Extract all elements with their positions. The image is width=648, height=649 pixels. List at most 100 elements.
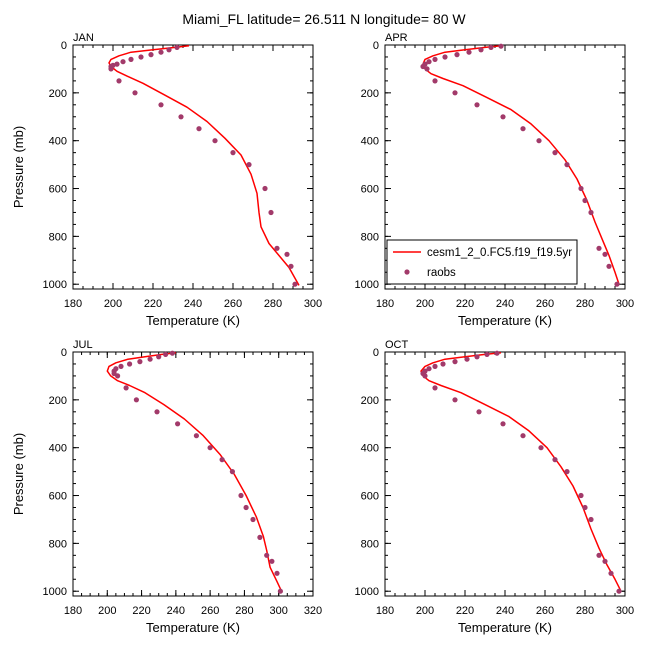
- panel-label: OCT: [385, 339, 409, 351]
- raobs-point: [432, 385, 438, 391]
- raobs-point: [478, 47, 484, 53]
- raobs-point: [127, 361, 133, 367]
- raobs-point: [426, 59, 432, 65]
- raobs-point: [196, 126, 202, 132]
- raobs-point: [474, 102, 480, 108]
- raobs-point: [494, 350, 500, 356]
- panel-label: JAN: [73, 32, 94, 44]
- y-tick-label: 0: [373, 347, 379, 359]
- raobs-point: [257, 534, 263, 541]
- x-tick-label: 240: [167, 605, 185, 617]
- y-tick-label: 800: [49, 538, 67, 550]
- raobs-point: [464, 356, 470, 362]
- raobs-point: [175, 421, 181, 427]
- raobs-point: [212, 138, 218, 144]
- x-tick-label: 240: [496, 605, 514, 617]
- y-tick-label: 400: [361, 443, 379, 455]
- raobs-point: [229, 469, 235, 475]
- raobs-point: [158, 102, 164, 108]
- y-tick-label: 600: [361, 184, 379, 196]
- x-tick-label: 280: [264, 298, 282, 310]
- y-tick-label: 600: [49, 491, 67, 503]
- y-tick-label: 200: [49, 395, 67, 407]
- raobs-point: [230, 150, 236, 156]
- raobs-point: [169, 350, 175, 356]
- raobs-point: [474, 354, 480, 360]
- x-tick-label: 220: [456, 605, 474, 617]
- x-axis-label: Temperature (K): [146, 313, 240, 328]
- panel-label: JUL: [73, 339, 93, 351]
- raobs-point: [158, 49, 164, 55]
- raobs-point: [500, 114, 506, 120]
- x-tick-label: 280: [576, 298, 594, 310]
- raobs-point: [564, 162, 570, 168]
- raobs-point: [536, 138, 542, 144]
- legend-label-raobs: raobs: [427, 267, 456, 279]
- raobs-point: [246, 162, 252, 168]
- y-tick-label: 1000: [43, 586, 67, 598]
- raobs-point: [608, 570, 614, 576]
- raobs-point: [147, 356, 153, 362]
- figure-title: Miami_FL latitude= 26.511 N longitude= 8…: [182, 11, 466, 27]
- x-tick-label: 300: [616, 605, 634, 617]
- raobs-point: [422, 373, 428, 379]
- y-tick-label: 1000: [355, 586, 379, 598]
- x-tick-label: 180: [64, 605, 82, 617]
- y-tick-label: 0: [61, 347, 67, 359]
- y-tick-label: 1000: [43, 279, 67, 291]
- raobs-point: [606, 263, 612, 269]
- raobs-point: [552, 457, 558, 463]
- raobs-point: [174, 44, 180, 51]
- raobs-point: [163, 351, 169, 357]
- model-line: [106, 351, 283, 593]
- legend-label-model: cesm1_2_0.FC5.f19_f19.5yr: [427, 247, 572, 259]
- raobs-point: [602, 251, 608, 257]
- raobs-point: [602, 558, 608, 564]
- x-tick-label: 220: [144, 298, 162, 310]
- x-tick-label: 260: [536, 605, 554, 617]
- y-tick-label: 600: [361, 491, 379, 503]
- raobs-point: [564, 469, 570, 475]
- raobs-point: [538, 445, 544, 451]
- y-tick-label: 200: [49, 88, 67, 100]
- panel-oct: OCT 180 200 220 240 260 280 300 0 200 400 600 800 100…: [355, 339, 635, 635]
- y-tick-label: 800: [49, 231, 67, 243]
- raobs-point: [454, 52, 460, 58]
- raobs-point: [118, 363, 124, 369]
- raobs-point: [452, 359, 458, 365]
- x-axis-label: Temperature (K): [458, 620, 552, 635]
- y-tick-label: 400: [49, 136, 67, 148]
- raobs-point: [484, 351, 490, 357]
- raobs-point: [154, 409, 160, 415]
- raobs-point: [520, 433, 526, 439]
- y-tick-label: 400: [361, 136, 379, 148]
- raobs-point: [138, 54, 144, 60]
- raobs-point: [264, 552, 270, 558]
- x-tick-label: 200: [416, 605, 434, 617]
- raobs-point: [115, 373, 121, 379]
- raobs-point: [426, 366, 432, 372]
- raobs-point: [132, 90, 138, 96]
- raobs-point: [288, 263, 294, 269]
- raobs-point: [277, 588, 283, 594]
- raobs-point: [440, 361, 446, 367]
- y-tick-label: 1000: [355, 279, 379, 291]
- y-tick-label: 600: [49, 184, 67, 196]
- raobs-point: [582, 504, 588, 511]
- raobs-point: [588, 209, 594, 216]
- y-tick-label: 400: [49, 443, 67, 455]
- raobs-point: [596, 552, 602, 558]
- raobs-point: [238, 492, 244, 499]
- x-tick-label: 200: [98, 605, 116, 617]
- raobs-point: [268, 209, 274, 216]
- raobs-point: [520, 126, 526, 132]
- legend-point-swatch: [404, 269, 410, 275]
- raobs-point: [219, 457, 225, 463]
- raobs-point: [114, 61, 120, 67]
- raobs-point: [588, 516, 594, 523]
- raobs-point: [614, 281, 620, 287]
- raobs-point: [178, 114, 184, 120]
- y-tick-label: 800: [361, 538, 379, 550]
- panel-apr: APR 180 200 220 240 260 280 300 0 200 400 600 800 100…: [355, 32, 635, 328]
- raobs-point: [578, 185, 584, 192]
